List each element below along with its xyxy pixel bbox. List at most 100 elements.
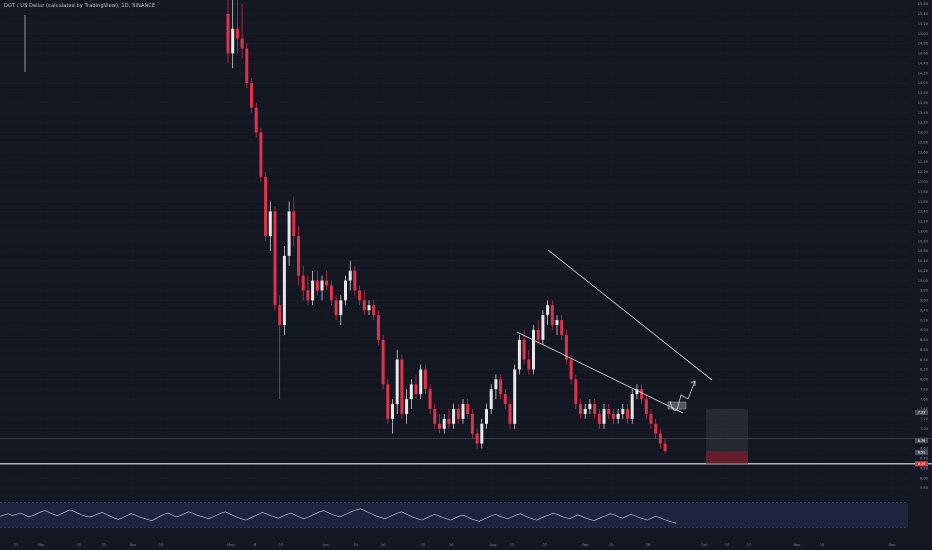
candle-body <box>597 413 601 424</box>
candle-body <box>475 433 479 444</box>
candle-body <box>536 329 540 340</box>
candle-body <box>485 408 488 424</box>
y-tick-label: 7.00 <box>920 427 929 431</box>
y-tick-label: 14.20 <box>918 71 929 75</box>
candle-body <box>644 399 648 414</box>
price-tag <box>915 449 928 456</box>
candle-body <box>456 408 460 419</box>
y-tick-label: 14.60 <box>918 52 929 56</box>
candle-body <box>264 176 268 237</box>
price-tag-label: 6.76 <box>918 439 926 443</box>
candle-body <box>461 404 465 419</box>
candle-body <box>395 359 399 405</box>
projection-arrow <box>669 380 696 411</box>
candle-body <box>376 315 380 340</box>
x-tick-label: 19 <box>159 543 164 547</box>
candle-body <box>433 408 437 424</box>
candle-body <box>353 270 357 291</box>
y-tick-label: 5.80 <box>920 486 929 490</box>
rsi-line <box>0 508 677 524</box>
candle-body <box>235 28 239 39</box>
candle-body <box>588 404 592 409</box>
candle-body <box>226 13 230 54</box>
candle-body <box>409 384 413 400</box>
lower-trendline <box>516 331 684 414</box>
y-tick-label: 6.00 <box>920 476 929 480</box>
x-tick-label: Nov <box>793 543 801 547</box>
candle-body <box>517 339 521 370</box>
candle-body <box>273 211 277 306</box>
candle-body <box>438 423 441 429</box>
candle-body <box>254 107 258 133</box>
candle-body <box>574 379 578 405</box>
price-tag <box>915 409 928 416</box>
y-tick-label: 9.20 <box>920 318 929 322</box>
y-tick-label: 13.60 <box>918 101 929 105</box>
x-tick-label: Jun <box>322 543 329 547</box>
candle-body <box>480 423 484 444</box>
x-tick-label: 15 <box>279 543 284 547</box>
candle-body <box>607 408 611 414</box>
position-zones[interactable] <box>706 408 748 464</box>
candle-body <box>362 300 366 311</box>
y-tick-label: 6.20 <box>920 466 929 470</box>
x-tick-label: 15 <box>609 543 614 547</box>
candle-body <box>405 399 409 414</box>
y-tick-label: 14.40 <box>918 61 929 65</box>
x-tick-label: 22 <box>543 543 548 547</box>
y-tick-label: 13.40 <box>918 111 929 115</box>
candle-body <box>522 339 526 360</box>
x-tick-label: May <box>227 543 235 547</box>
candle-body <box>569 359 573 380</box>
x-tick-label: 10 <box>725 543 730 547</box>
candle-body <box>494 379 498 390</box>
trend-drawings[interactable] <box>516 249 713 414</box>
price-tag-label: 6.29 <box>918 462 926 466</box>
time-axis[interactable]: 21 Mar 15 22 Apr 19 May 8 15 Jun 21 Jul 15 24 Aug 15 22 S… <box>14 543 896 547</box>
x-tick-label: Dec <box>889 543 896 547</box>
x-tick-label: Aug <box>489 543 496 547</box>
candle-body <box>541 315 545 340</box>
y-tick-label: 13.80 <box>918 91 929 95</box>
y-tick-label: 15.20 <box>918 22 929 26</box>
stop-zone <box>706 450 748 464</box>
y-tick-label: 12.60 <box>918 150 929 154</box>
candle-body <box>546 305 550 316</box>
price-axis[interactable]: 15.60 15.40 15.20 15.00 14.80 14.60 14.40 14.20… <box>918 2 929 490</box>
candle-body <box>297 236 300 276</box>
candle-body <box>499 379 503 395</box>
y-tick-label: 8.00 <box>920 378 929 382</box>
y-tick-label: 13.00 <box>918 131 929 135</box>
x-tick-label: Oct <box>701 543 708 547</box>
x-tick-label: Sep <box>582 543 589 547</box>
candle-body <box>663 443 667 451</box>
x-tick-label: 15 <box>77 543 82 547</box>
candle-body <box>400 359 404 414</box>
rsi-pane[interactable] <box>0 502 908 528</box>
y-tick-label: 12.40 <box>918 160 929 164</box>
candle-body <box>348 270 352 281</box>
candle-body <box>428 389 432 409</box>
x-tick-label: Jul <box>380 543 385 547</box>
x-tick-label: 17 <box>747 543 752 547</box>
candle-body <box>414 384 418 395</box>
candle-body <box>250 83 253 108</box>
y-tick-label: 8.80 <box>920 338 929 342</box>
candle-body <box>306 290 310 301</box>
candle-body <box>311 280 315 301</box>
price-tag <box>915 437 928 444</box>
candle-body <box>532 329 535 370</box>
candle-body <box>658 433 662 444</box>
candle-body <box>419 369 423 395</box>
candle-body <box>452 408 456 424</box>
y-tick-label: 15.60 <box>918 2 929 6</box>
candle-body <box>391 404 394 419</box>
price-tag-label: 6.52 <box>918 451 926 455</box>
y-tick-label: 10.80 <box>918 239 929 243</box>
candle-body <box>470 413 474 434</box>
y-tick-label: 12.20 <box>918 170 929 174</box>
x-tick-label: 15 <box>421 543 426 547</box>
candle-body <box>329 285 333 301</box>
x-tick-label: 8 <box>254 543 257 547</box>
